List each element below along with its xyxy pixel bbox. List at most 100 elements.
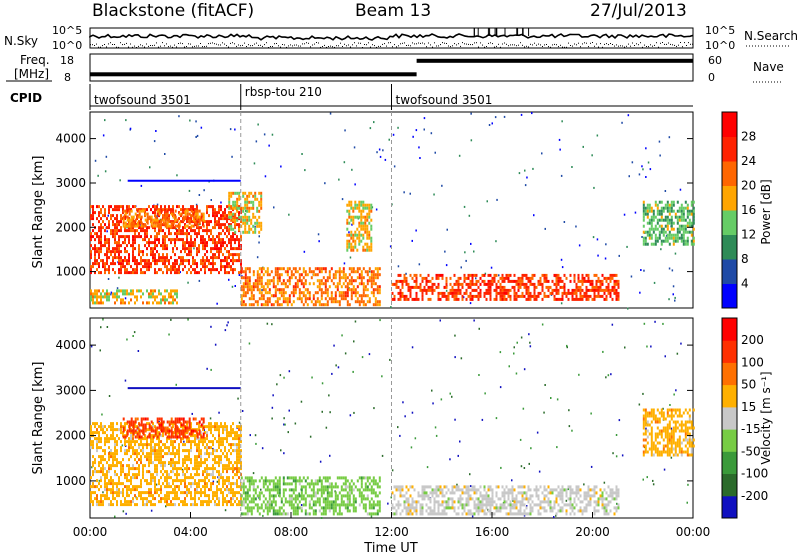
echo-cell <box>92 235 94 239</box>
echo-cell <box>354 300 357 304</box>
echo-cell <box>202 473 204 477</box>
echo-cell <box>178 467 180 471</box>
echo-cell <box>455 279 458 283</box>
echo-speckle <box>451 395 453 398</box>
echo-cell <box>615 282 618 286</box>
echo-cell <box>136 485 138 489</box>
echo-cell <box>98 256 100 260</box>
echo-cell <box>350 203 353 207</box>
nsearch-point <box>510 44 511 46</box>
echo-cell <box>525 288 528 292</box>
echo-cell <box>459 291 462 295</box>
nsearch-point <box>138 45 139 47</box>
echo-cell <box>110 217 112 221</box>
echo-cell <box>208 467 210 471</box>
echo-cell <box>140 229 142 233</box>
echo-cell <box>338 303 341 307</box>
echo-cell <box>370 276 373 280</box>
echo-cell <box>200 455 202 459</box>
echo-cell <box>148 455 150 459</box>
echo-cell <box>194 497 196 501</box>
echo-cell <box>114 223 116 227</box>
echo-cell <box>226 220 228 224</box>
echo-speckle <box>381 375 383 378</box>
echo-cell <box>455 291 458 295</box>
echo-cell <box>198 443 200 447</box>
echo-cell <box>399 297 402 301</box>
echo-cell <box>198 473 200 477</box>
echo-cell <box>477 294 480 298</box>
echo-cell <box>348 267 351 271</box>
echo-cell <box>96 292 98 296</box>
nsearch-point <box>664 43 665 45</box>
echo-cell <box>188 221 191 225</box>
echo-cell <box>166 209 169 213</box>
echo-cell <box>124 435 127 439</box>
echo-cell <box>232 238 234 242</box>
echo-speckle <box>490 266 493 269</box>
echo-cell <box>194 482 196 486</box>
echo-cell <box>128 262 130 266</box>
echo-cell <box>459 288 462 292</box>
echo-cell <box>202 235 204 239</box>
echo-cell <box>216 241 218 245</box>
echo-cell <box>154 205 156 209</box>
echo-cell <box>160 488 162 492</box>
echo-cell <box>656 236 659 240</box>
echo-cell <box>104 271 106 275</box>
echo-cell <box>194 434 196 438</box>
echo-cell <box>100 485 102 489</box>
echo-cell <box>258 273 261 277</box>
echo-cell <box>674 212 677 216</box>
echo-cell <box>407 282 410 286</box>
echo-cell <box>236 425 238 429</box>
echo-cell <box>154 298 156 302</box>
cpid-segment-label: twofsound 3501 <box>396 93 493 107</box>
echo-cell <box>559 276 562 280</box>
echo-cell <box>194 503 196 507</box>
echo-cell <box>244 230 247 234</box>
echo-cell <box>146 253 148 257</box>
echo-cell <box>587 294 590 298</box>
echo-cell <box>182 232 184 236</box>
echo-cell <box>144 429 147 433</box>
echo-cell <box>150 247 152 251</box>
echo-cell <box>128 420 131 424</box>
colorbar-tick-label: 28 <box>741 130 756 144</box>
echo-cell <box>178 497 180 501</box>
echo-cell <box>192 215 195 219</box>
echo-cell <box>120 289 122 293</box>
echo-cell <box>226 265 228 269</box>
echo-speckle <box>255 140 258 143</box>
echo-speckle <box>224 509 227 512</box>
echo-cell <box>609 291 612 295</box>
echo-cell <box>352 288 355 292</box>
echo-cell <box>100 208 102 212</box>
echo-cell <box>94 232 96 236</box>
echo-cell <box>132 271 134 275</box>
echo-cell <box>170 271 172 275</box>
nsearch-point <box>240 45 241 47</box>
echo-speckle <box>478 327 480 330</box>
echo-cell <box>236 458 238 462</box>
echo-cell <box>539 282 542 286</box>
echo-speckle <box>376 151 378 154</box>
echo-cell <box>573 288 576 292</box>
echo-cell <box>118 289 120 293</box>
echo-cell <box>164 247 166 251</box>
echo-speckle <box>158 420 160 423</box>
nsearch-point <box>660 42 661 44</box>
echo-speckle <box>102 134 105 137</box>
echo-cell <box>174 503 176 507</box>
echo-cell <box>342 297 345 301</box>
echo-cell <box>116 247 118 251</box>
echo-cell <box>248 224 251 228</box>
echo-cell <box>192 476 194 480</box>
echo-cell <box>256 279 259 283</box>
echo-cell <box>658 212 661 216</box>
echo-speckle <box>468 214 471 217</box>
echo-cell <box>106 470 108 474</box>
echo-cell <box>128 446 130 450</box>
echo-cell <box>108 250 110 254</box>
echo-cell <box>230 244 232 248</box>
